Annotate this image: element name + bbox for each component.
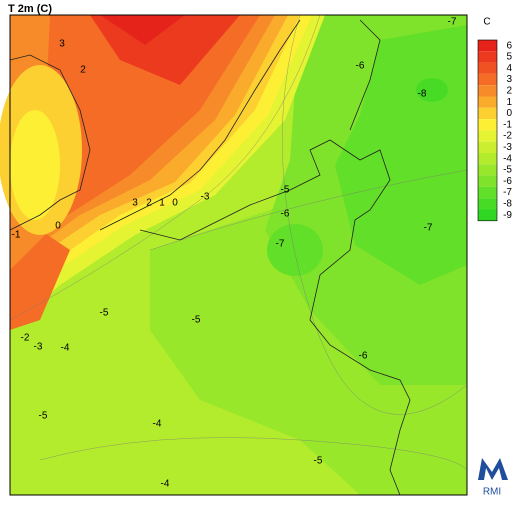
colorbar-label: -3 (503, 142, 512, 153)
logo-mark (478, 458, 508, 480)
border-line (9, 19, 411, 496)
contour-label: -6 (359, 351, 368, 362)
colorbar-unit: C (483, 17, 490, 28)
colorbar-swatch (478, 119, 497, 131)
contour-label: -5 (192, 315, 201, 326)
contour-label: -7 (424, 223, 433, 234)
colorbar-swatch (478, 141, 497, 153)
contour-label: -4 (61, 343, 70, 354)
colorbar-swatch (478, 175, 497, 187)
contour-label: -4 (153, 419, 162, 430)
contour-label: 3 (59, 39, 65, 50)
field-region (10, 110, 60, 220)
contour-label: -5 (39, 411, 48, 422)
contour-label: -4 (161, 479, 170, 490)
contour-line (9, 14, 468, 471)
colorbar-label: 5 (506, 52, 512, 63)
logo-text: RMI (483, 487, 501, 498)
colorbar-swatch (478, 51, 497, 63)
contour-label: -3 (34, 342, 43, 353)
colorbar-label: 0 (506, 108, 512, 119)
contour-label: -8 (418, 89, 427, 100)
colorbar-label: -7 (503, 187, 512, 198)
field-region (10, 15, 260, 330)
contour-labels: 32-7-6-83 2 1 0-3-5-6-7-7-10-5-5-2-3 -4-6-5-… (12, 17, 457, 490)
contour-label: 0 (172, 198, 178, 209)
colorbar-label: 1 (506, 97, 512, 108)
colorbar-label: -5 (503, 165, 512, 176)
contour-label: -6 (281, 209, 290, 220)
colorbar-swatch (478, 62, 497, 74)
colorbar-label: 2 (506, 85, 512, 96)
colorbar-swatch (478, 164, 497, 176)
colorbar-label: 4 (506, 63, 512, 74)
field-region (416, 78, 448, 102)
map-frame (9, 14, 468, 496)
colorbar-swatch (478, 73, 497, 86)
colorbar-label: 6 (506, 40, 512, 51)
colorbar-swatch (478, 107, 497, 120)
contour-label: 2 (146, 198, 152, 209)
contour-label: 3 (132, 198, 138, 209)
contour-label: 1 (159, 198, 165, 209)
contour-label: -5 (281, 185, 290, 196)
colorbar-label: -2 (503, 131, 512, 142)
contour-label: -3 (201, 192, 210, 203)
contour-label: -5 (100, 308, 109, 319)
colorbar-swatch (478, 40, 497, 52)
map-title: T 2m (C) (8, 3, 52, 15)
colorbar-label: -1 (503, 119, 512, 130)
field-region (100, 15, 185, 45)
map-area (0, 14, 468, 496)
colorbar-label: -4 (503, 153, 512, 164)
logo: RMI (478, 458, 508, 498)
contour-label: -1 (12, 230, 21, 241)
colorbar-swatch (478, 153, 497, 165)
colorbar-swatch (478, 198, 497, 210)
colorbar-frame (477, 39, 498, 222)
contour-label: -5 (314, 456, 323, 467)
colorbar-swatch (478, 85, 497, 97)
colorbar-label: 3 (506, 74, 512, 85)
colorbar-swatch (478, 130, 497, 142)
contour-label: -7 (276, 239, 285, 250)
contour-label: -6 (356, 61, 365, 72)
field-region (267, 224, 323, 276)
colorbar-swatch (478, 96, 497, 108)
contour-label: -2 (21, 333, 30, 344)
contour-label: 0 (55, 221, 61, 232)
contour-label: -7 (448, 17, 457, 28)
colorbar-swatch (478, 186, 497, 199)
colorbar-swatch (478, 209, 497, 221)
colorbar-label: -8 (503, 198, 512, 209)
colorbar-label: -9 (503, 210, 512, 221)
colorbar-label: -6 (503, 176, 512, 187)
contour-label: 2 (80, 65, 86, 76)
